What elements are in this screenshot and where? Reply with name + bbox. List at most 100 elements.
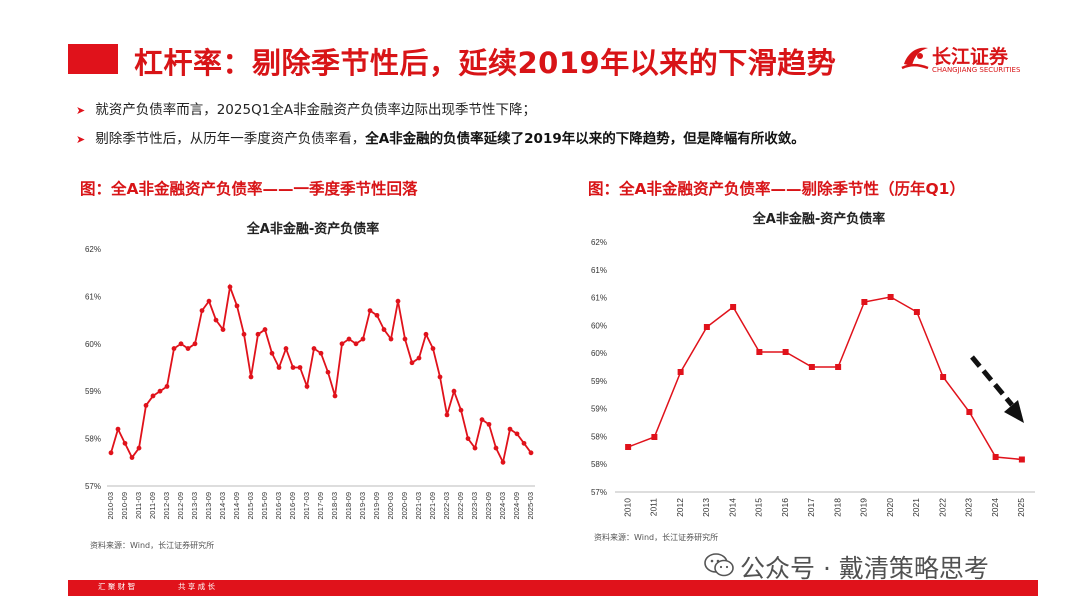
data-point [625, 444, 632, 450]
company-logo: 长江证券 CHANGJIANG SECURITIES [898, 40, 1028, 80]
x-tick-label: 2015 [754, 498, 764, 517]
data-point [730, 304, 737, 310]
data-point [297, 365, 303, 370]
data-point [416, 355, 422, 361]
data-point [458, 407, 464, 413]
data-point [514, 431, 520, 437]
x-tick-label: 2015-09 [260, 492, 269, 520]
logo-name-cn: 长江证券 [932, 46, 1009, 68]
x-tick-label: 2014-09 [232, 492, 241, 520]
data-point [199, 308, 205, 314]
right-line-chart: 57% 58% 58% 59% 59% 60% 60% 61% 61% 62% 2010 2011 20… [591, 238, 1035, 517]
y-tick-label: 61% [85, 292, 101, 301]
data-point [136, 445, 142, 451]
x-tick-label: 2024-09 [512, 492, 521, 520]
data-point [339, 341, 345, 347]
data-point [521, 440, 527, 446]
bullet-text: 就资产负债率而言，2025Q1全A非金融资产负债率边际出现季节性下降； [95, 102, 537, 118]
data-point [677, 369, 684, 375]
y-tick-label: 61% [591, 294, 607, 303]
data-point [437, 374, 443, 380]
x-tick-label: 2013-03 [190, 492, 199, 520]
data-point [360, 336, 366, 342]
data-point [157, 388, 163, 394]
x-tick-label: 2017-03 [302, 492, 311, 520]
data-point [269, 350, 275, 356]
bullet-item: ➤ 就资产负债率而言，2025Q1全A非金融资产负债率边际出现季节性下降； [76, 96, 805, 125]
y-tick-label: 57% [85, 482, 101, 491]
data-point [1018, 456, 1025, 463]
y-tick-label: 58% [591, 432, 607, 441]
data-point [430, 346, 436, 351]
x-tick-label: 2019-03 [358, 492, 367, 520]
x-tick-label: 2025-03 [526, 492, 535, 520]
data-point [304, 384, 310, 389]
data-point [171, 346, 177, 351]
x-tick-label: 2016-03 [274, 492, 283, 520]
x-tick-label: 2019-09 [372, 492, 381, 520]
data-point [472, 445, 478, 451]
x-tick-label: 2020-09 [400, 492, 409, 520]
title-accent-bar [68, 44, 118, 74]
right-source-note: 资料来源：Wind，长江证券研究所 [594, 533, 719, 542]
page-title: 杠杆率：剔除季节性后，延续2019年以来的下滑趋势 [134, 46, 837, 80]
watermark-text: 公众号 · 戴清策略思考 [740, 554, 989, 583]
x-tick-label: 2014 [727, 498, 737, 517]
data-point [500, 459, 506, 465]
data-point [192, 341, 198, 347]
data-point [234, 303, 240, 309]
data-point [388, 336, 394, 342]
data-point [507, 426, 513, 432]
data-point [150, 393, 156, 399]
x-tick-label: 2012-09 [176, 492, 185, 520]
y-tick-label: 58% [591, 460, 607, 469]
y-tick-label: 60% [85, 340, 101, 349]
data-point [479, 417, 485, 423]
x-tick-label: 2021 [911, 498, 921, 517]
data-point [835, 364, 842, 370]
x-tick-label: 2016-09 [288, 492, 297, 520]
data-point [367, 308, 373, 314]
data-point [241, 331, 247, 337]
right-chart-caption: 图：全A非金融资产负债率——剔除季节性（历年Q1） [588, 180, 965, 198]
x-tick-label: 2017 [806, 498, 816, 517]
data-point [486, 421, 492, 427]
x-tick-label: 2023 [964, 498, 974, 517]
series-line [627, 296, 1022, 461]
data-point [528, 450, 534, 456]
x-tick-label: 2021-09 [428, 492, 437, 520]
footer-slogan-left: 汇 聚 财 智 [98, 582, 136, 591]
wechat-icon [704, 553, 734, 577]
data-point [402, 336, 408, 342]
logo-name-en: CHANGJIANG SECURITIES [932, 66, 1021, 74]
data-point [206, 298, 212, 304]
data-point [276, 365, 282, 370]
right-chart-title: 全A非金融-资产负债率 [752, 212, 886, 227]
bullet-text: 剔除季节性后，从历年一季度资产负债率看， [95, 131, 366, 147]
x-tick-label: 2018 [832, 498, 842, 517]
x-tick-label: 2016 [780, 498, 790, 517]
left-source-note: 资料来源：Wind，长江证券研究所 [90, 541, 215, 550]
data-point [325, 369, 331, 375]
data-point [178, 341, 184, 347]
x-tick-label: 2019 [859, 498, 869, 517]
data-point [227, 284, 233, 290]
data-point [318, 350, 324, 356]
data-point [913, 309, 920, 315]
data-point [255, 331, 261, 337]
data-point [992, 454, 999, 460]
data-point [311, 346, 317, 351]
wechat-watermark: 公众号 · 戴清策略思考 [700, 546, 1060, 586]
x-tick-label: 2011-09 [148, 492, 157, 519]
data-point [108, 450, 114, 456]
y-tick-label: 59% [591, 405, 607, 414]
trend-arrow-head [1004, 400, 1024, 423]
data-point [374, 312, 380, 318]
x-tick-label: 2020-03 [386, 492, 395, 520]
data-point [332, 393, 338, 399]
y-tick-label: 59% [85, 387, 101, 396]
x-tick-label: 2017-09 [316, 492, 325, 520]
x-tick-label: 2012 [675, 498, 685, 517]
bullet-bold-text: 全A非金融的负债率延续了2019年以来的下降趋势，但是降幅有所收敛。 [365, 131, 805, 147]
data-point [395, 298, 401, 304]
